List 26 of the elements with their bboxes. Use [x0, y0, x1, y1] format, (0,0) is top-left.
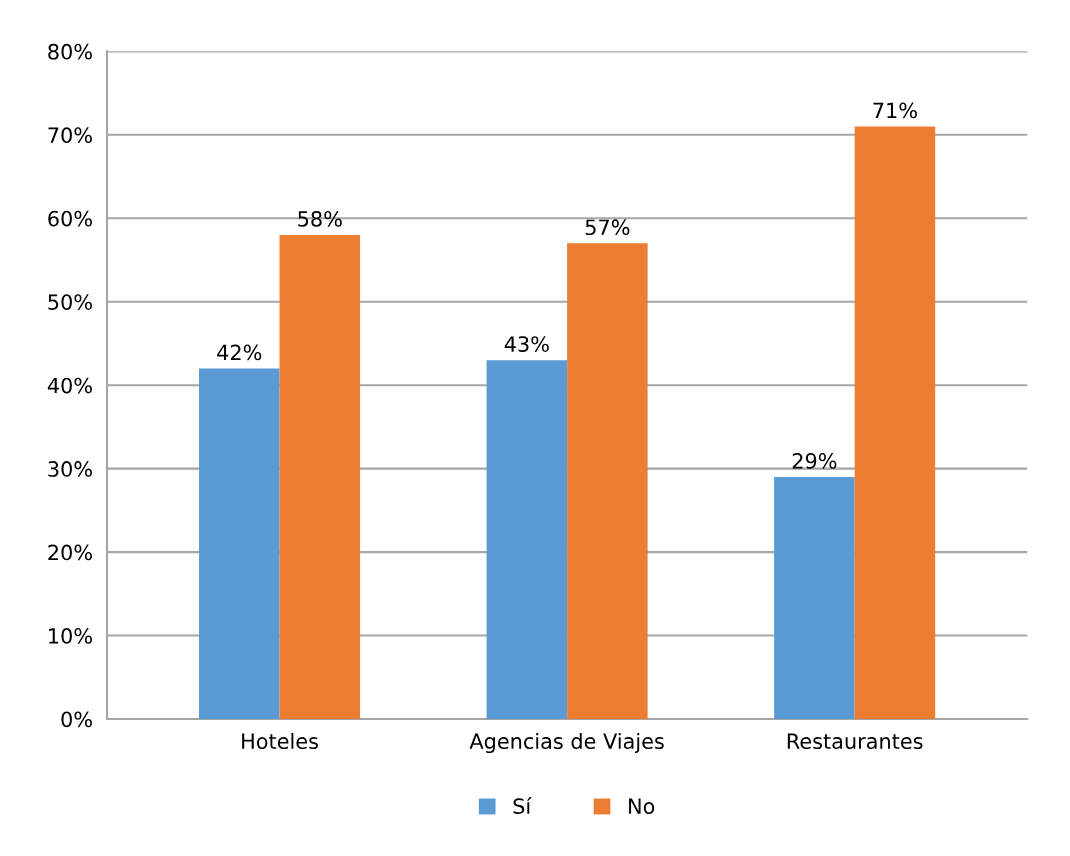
legend-label: No: [629, 798, 655, 815]
y-tick-label: 40%: [47, 377, 92, 394]
legend-label: Sí: [513, 797, 532, 815]
y-tick-label: 50%: [48, 294, 92, 310]
data-label: 57%: [585, 219, 630, 236]
bar: [279, 234, 361, 720]
x-tick-label: Restaurantes: [787, 733, 923, 750]
data-label: 29%: [792, 453, 837, 469]
y-tick-label: 60%: [48, 210, 92, 227]
x-tick-label: Agencias de Viajes: [469, 732, 664, 754]
x-tick-label: Hoteles: [242, 732, 318, 750]
data-label: 71%: [873, 102, 917, 119]
y-tick-label: 0%: [61, 711, 92, 728]
data-label: 43%: [504, 336, 549, 352]
data-label: 42%: [217, 344, 262, 361]
y-tick-label: 30%: [48, 461, 92, 477]
bar: [486, 360, 568, 720]
bar: [854, 126, 936, 720]
bar: [774, 477, 855, 720]
bar: [567, 243, 648, 720]
y-tick-label: 10%: [49, 628, 92, 644]
data-label: 58%: [298, 211, 342, 227]
y-tick-label: 70%: [48, 127, 92, 144]
y-tick-label: 80%: [48, 43, 92, 60]
y-tick-label: 20%: [48, 544, 92, 561]
bar: [199, 368, 280, 720]
